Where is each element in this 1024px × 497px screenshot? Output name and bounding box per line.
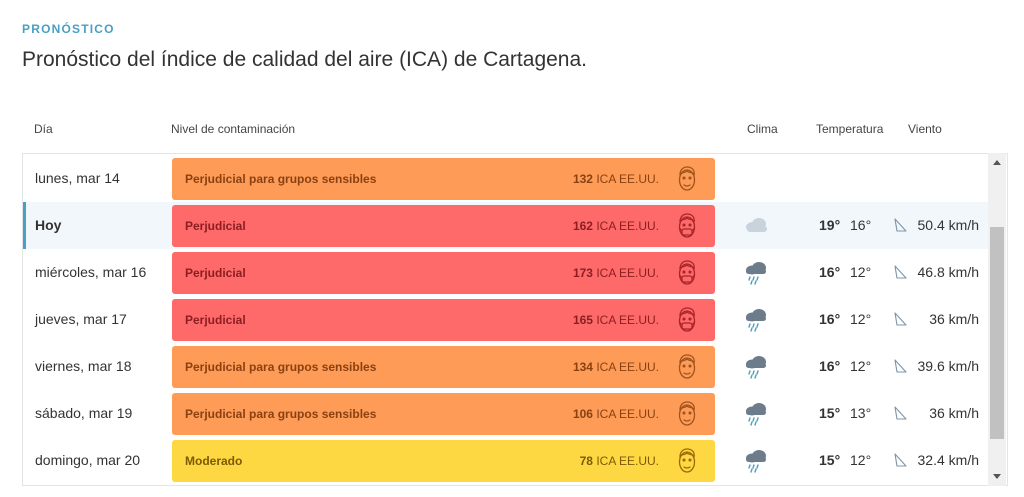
- aqi-value: 162 ICA EE.UU.: [572, 219, 659, 233]
- row-day: sábado, mar 19: [35, 405, 133, 421]
- aqi-value: 173 ICA EE.UU.: [572, 266, 659, 280]
- rain-cloud-icon: [741, 399, 771, 427]
- wind-speed: 39.6 km/h: [917, 358, 979, 374]
- pollution-level-bar: Perjudicial para grupos sensibles 134 IC…: [172, 346, 715, 388]
- wind-speed: 36 km/h: [929, 405, 979, 421]
- column-temperature: Temperatura: [816, 122, 884, 136]
- temperature-max: 15°: [819, 452, 841, 468]
- column-level: Nivel de contaminación: [171, 122, 296, 136]
- forecast-table[interactable]: lunes, mar 14 Perjudicial para grupos se…: [22, 153, 1008, 486]
- aqi-value: 106 ICA EE.UU.: [572, 407, 659, 421]
- masked-face-icon: [673, 259, 701, 287]
- temperature-min: 12°: [850, 358, 872, 374]
- table-row[interactable]: sábado, mar 19 Perjudicial para grupos s…: [23, 390, 989, 437]
- pollution-level-bar: Moderado 78 ICA EE.UU.: [172, 440, 715, 482]
- wind-speed: 46.8 km/h: [917, 264, 979, 280]
- temperature-max: 15°: [819, 405, 841, 421]
- face-icon: [673, 165, 701, 193]
- scrollbar-thumb[interactable]: [990, 227, 1004, 439]
- table-row[interactable]: jueves, mar 17 Perjudicial 165 ICA EE.UU…: [23, 296, 989, 343]
- pollution-level-bar: Perjudicial 173 ICA EE.UU.: [172, 252, 715, 294]
- pollution-level-label: Perjudicial para grupos sensibles: [185, 172, 377, 186]
- temperature-min: 12°: [850, 452, 872, 468]
- wind-direction-icon: [892, 311, 908, 327]
- pollution-level-bar: Perjudicial 162 ICA EE.UU.: [172, 205, 715, 247]
- section-label: PRONÓSTICO: [22, 22, 115, 36]
- pollution-level-bar: Perjudicial 165 ICA EE.UU.: [172, 299, 715, 341]
- column-weather: Clima: [747, 122, 778, 136]
- row-day: Hoy: [35, 217, 62, 233]
- wind-direction-icon: [892, 264, 908, 280]
- pollution-level-label: Perjudicial para grupos sensibles: [185, 360, 377, 374]
- scroll-up-icon[interactable]: [993, 160, 1001, 165]
- pollution-level-label: Perjudicial: [185, 313, 246, 327]
- temperature-min: 16°: [850, 217, 872, 233]
- temperature-max: 16°: [819, 264, 841, 280]
- table-row[interactable]: miércoles, mar 16 Perjudicial 173 ICA EE…: [23, 249, 989, 296]
- face-icon: [673, 447, 701, 475]
- row-day: jueves, mar 17: [35, 311, 127, 327]
- masked-face-icon: [673, 212, 701, 240]
- face-icon: [673, 400, 701, 428]
- rain-cloud-icon: [741, 446, 771, 474]
- rain-cloud-icon: [741, 305, 771, 333]
- row-day: lunes, mar 14: [35, 170, 120, 186]
- wind-speed: 36 km/h: [929, 311, 979, 327]
- table-header: Día Nivel de contaminación Clima Tempera…: [0, 122, 1024, 138]
- wind-speed: 32.4 km/h: [917, 452, 979, 468]
- wind-direction-icon: [892, 405, 908, 421]
- temperature-min: 12°: [850, 311, 872, 327]
- pollution-level-label: Perjudicial: [185, 266, 246, 280]
- cloud-icon: [741, 211, 771, 239]
- face-icon: [673, 353, 701, 381]
- pollution-level-label: Moderado: [185, 454, 243, 468]
- aqi-value: 78 ICA EE.UU.: [579, 454, 659, 468]
- row-day: viernes, mar 18: [35, 358, 132, 374]
- temperature-max: 16°: [819, 311, 841, 327]
- scrollbar[interactable]: [988, 153, 1006, 486]
- aqi-value: 132 ICA EE.UU.: [572, 172, 659, 186]
- temperature-max: 19°: [819, 217, 841, 233]
- wind-direction-icon: [892, 358, 908, 374]
- table-row[interactable]: Hoy Perjudicial 162 ICA EE.UU. 19° 16° 5…: [23, 202, 989, 249]
- pollution-level-bar: Perjudicial para grupos sensibles 106 IC…: [172, 393, 715, 435]
- pollution-level-bar: Perjudicial para grupos sensibles 132 IC…: [172, 158, 715, 200]
- wind-speed: 50.4 km/h: [917, 217, 979, 233]
- table-row[interactable]: viernes, mar 18 Perjudicial para grupos …: [23, 343, 989, 390]
- temperature-min: 12°: [850, 264, 872, 280]
- rain-cloud-icon: [741, 352, 771, 380]
- column-day: Día: [34, 122, 53, 136]
- scroll-down-icon[interactable]: [993, 474, 1001, 479]
- page-title: Pronóstico del índice de calidad del air…: [22, 48, 587, 71]
- masked-face-icon: [673, 306, 701, 334]
- pollution-level-label: Perjudicial para grupos sensibles: [185, 407, 377, 421]
- table-row[interactable]: domingo, mar 20 Moderado 78 ICA EE.UU. 1…: [23, 437, 989, 484]
- wind-direction-icon: [892, 217, 908, 233]
- rain-cloud-icon: [741, 258, 771, 286]
- temperature-max: 16°: [819, 358, 841, 374]
- row-day: domingo, mar 20: [35, 452, 141, 468]
- column-wind: Viento: [908, 122, 942, 136]
- temperature-min: 13°: [850, 405, 872, 421]
- aqi-value: 165 ICA EE.UU.: [572, 313, 659, 327]
- row-day: miércoles, mar 16: [35, 264, 147, 280]
- pollution-level-label: Perjudicial: [185, 219, 246, 233]
- aqi-value: 134 ICA EE.UU.: [572, 360, 659, 374]
- table-row[interactable]: lunes, mar 14 Perjudicial para grupos se…: [23, 155, 989, 202]
- wind-direction-icon: [892, 452, 908, 468]
